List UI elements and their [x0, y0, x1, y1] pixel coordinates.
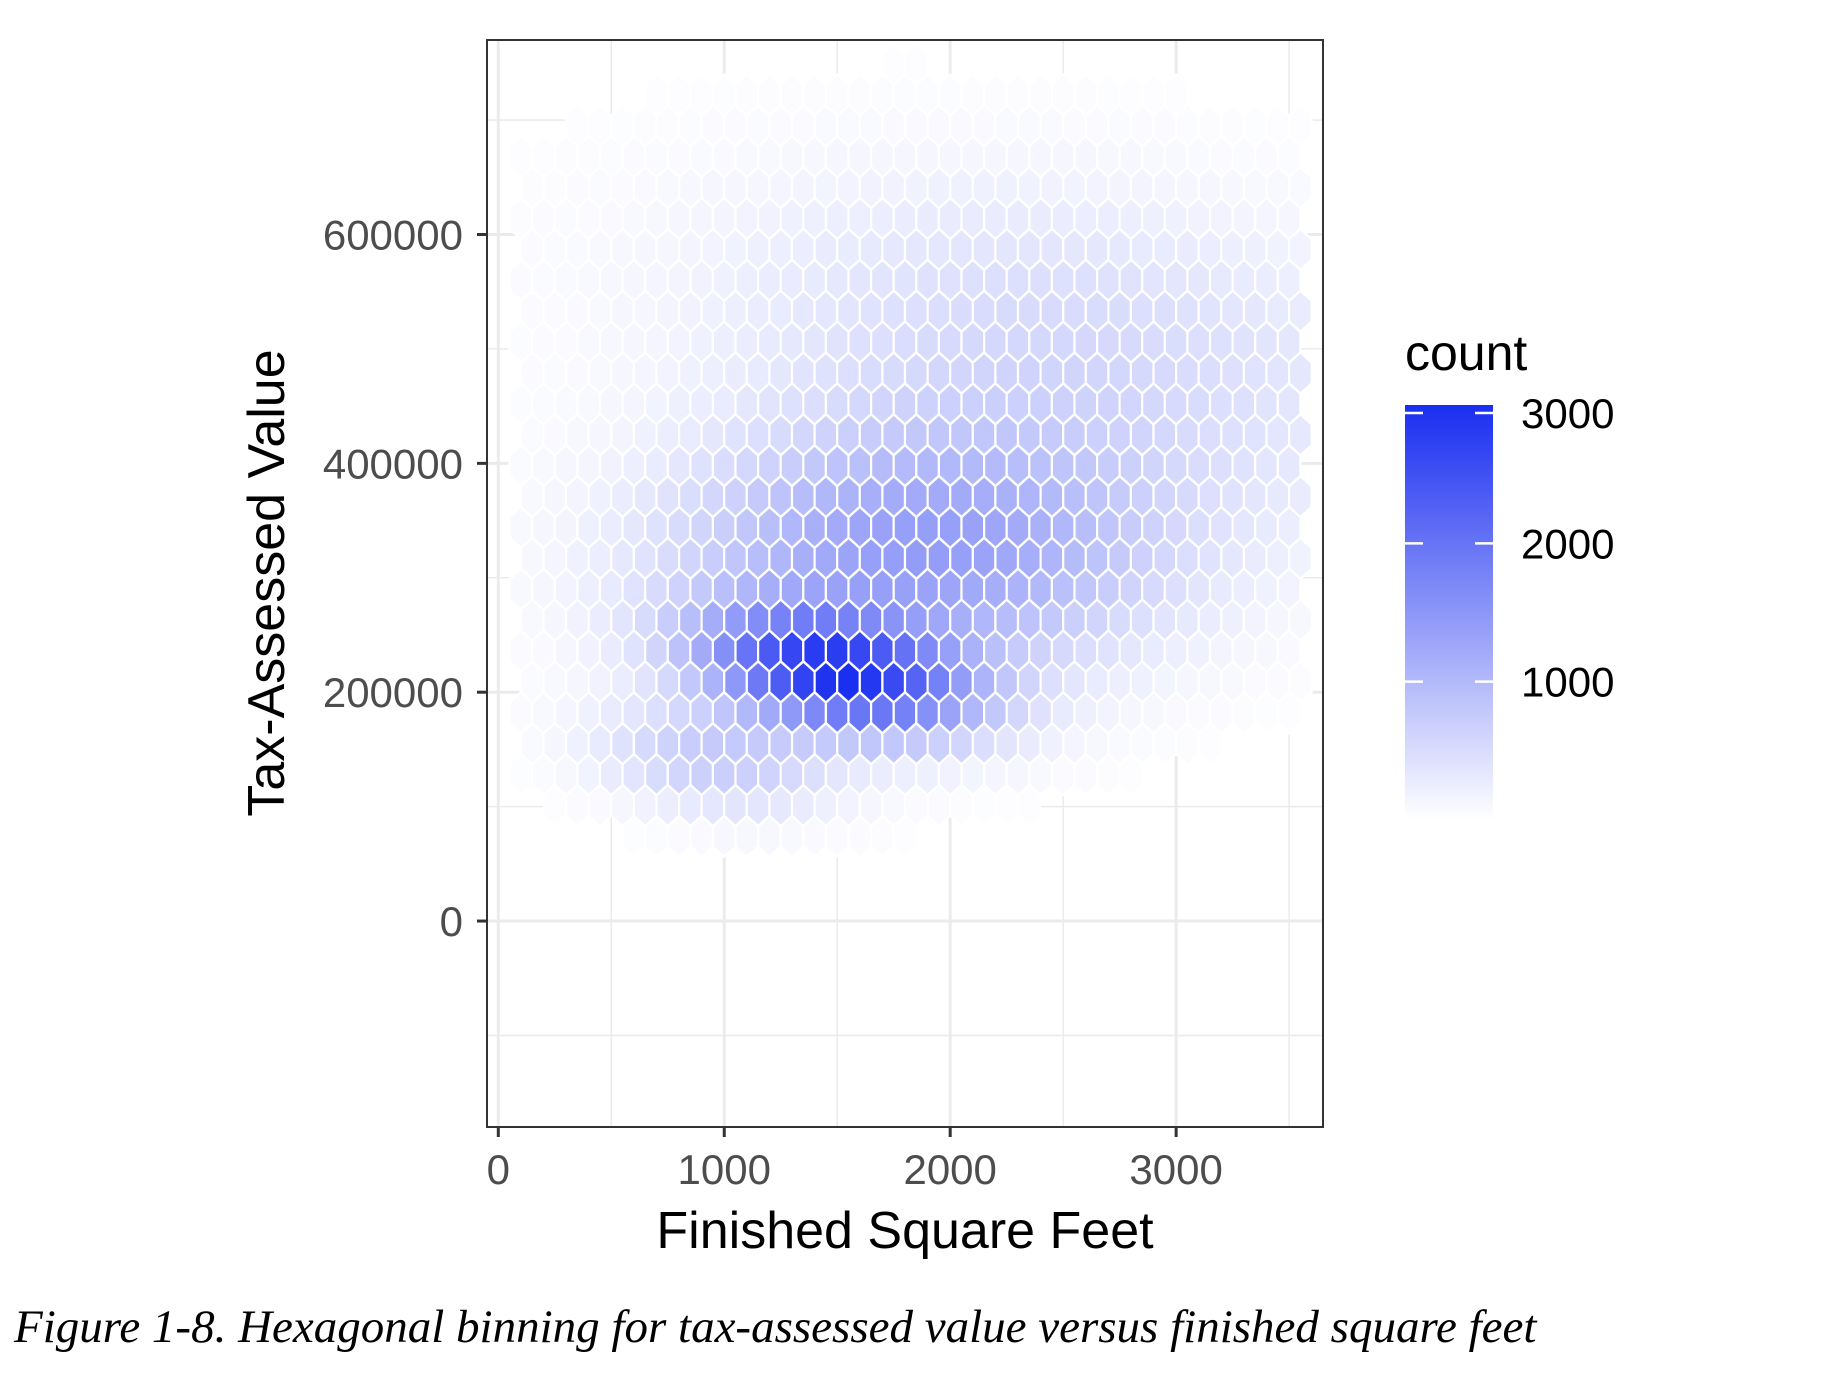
x-tick-label: 1000 [678, 1146, 771, 1193]
y-tick-label: 0 [440, 898, 463, 945]
hexbin-cell [1028, 73, 1054, 117]
hexbin-cell [903, 42, 929, 86]
legend-tick-label: 3000 [1521, 390, 1614, 437]
hexbin-cell [508, 134, 534, 179]
hexbin-cell [1005, 73, 1031, 117]
hexbin-cell [756, 73, 782, 117]
x-tick-label: 0 [487, 1146, 510, 1193]
y-tick-label: 600000 [323, 212, 463, 259]
y-tick-label: 400000 [323, 440, 463, 487]
legend-colorbar [1405, 405, 1493, 820]
hexbin-cells [508, 42, 1313, 859]
legend-tick-label: 1000 [1521, 659, 1614, 706]
legend-ticks: 1000 2000 3000 [1405, 390, 1614, 706]
y-axis-ticks: 0 200000 400000 600000 [323, 212, 487, 945]
hexbin-cell [1242, 103, 1268, 148]
legend-tick-label: 2000 [1521, 520, 1614, 567]
hexbin-cell [1050, 73, 1076, 117]
x-tick-label: 2000 [903, 1146, 996, 1193]
hexbin-cell [937, 73, 963, 117]
hexbin-cell [644, 73, 669, 117]
hexbin-cell [1118, 73, 1144, 117]
hexbin-cell [824, 73, 850, 117]
x-tick-label: 3000 [1129, 1146, 1222, 1193]
hexbin-cell [666, 73, 692, 117]
hexbin-cell [1265, 103, 1291, 148]
hexbin-cell [881, 42, 907, 86]
y-tick-label: 200000 [323, 669, 463, 716]
hexbin-cell [689, 73, 715, 117]
x-axis-label: Finished Square Feet [656, 1202, 1154, 1260]
hexbin-cell [960, 73, 986, 117]
hexbin-cell [610, 103, 636, 148]
hexbin-cell [1197, 103, 1223, 148]
hexbin-cell [1163, 73, 1189, 117]
hexbin-cell [1287, 103, 1313, 148]
hexbin-cell [711, 73, 737, 117]
figure-caption: Figure 1-8. Hexagonal binning for tax-as… [14, 1301, 1537, 1353]
hexbin-cell [1141, 73, 1166, 117]
hexbin-cell [802, 73, 828, 117]
y-axis-label: Tax-Assessed Value [238, 349, 296, 816]
color-legend: count 1000 2000 3000 [1405, 325, 1614, 820]
hexbin-cell [847, 73, 873, 117]
hexbin-cell [982, 73, 1008, 117]
hexbin-cell [734, 73, 760, 117]
hexbin-cell [531, 134, 556, 179]
plot-panel-border [486, 39, 1324, 1128]
hexbin-cell [1073, 73, 1099, 117]
hexbin-cell [779, 73, 805, 117]
hexbin-cell [1095, 73, 1121, 117]
x-axis-ticks: 0 1000 2000 3000 [487, 1127, 1223, 1193]
hexbin-cell [587, 103, 613, 148]
legend-title: count [1405, 325, 1527, 381]
hexbin-cell [1220, 103, 1246, 148]
hexbin-cell [564, 103, 590, 148]
